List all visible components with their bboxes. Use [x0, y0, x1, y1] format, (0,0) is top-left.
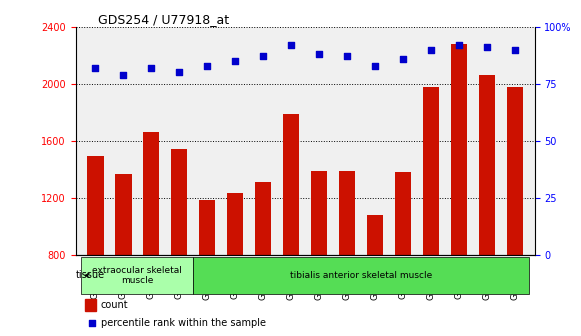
Text: extraocular skeletal
muscle: extraocular skeletal muscle: [92, 266, 182, 285]
Point: [87, 320, 96, 325]
Point: [202, 63, 211, 68]
Point: [259, 54, 268, 59]
Bar: [199, 200, 216, 336]
Text: GDS254 / U77918_at: GDS254 / U77918_at: [99, 13, 229, 26]
Bar: [422, 87, 439, 336]
Bar: [367, 215, 383, 336]
Bar: [87, 157, 103, 336]
FancyBboxPatch shape: [81, 257, 193, 294]
Bar: [282, 114, 299, 336]
Point: [286, 42, 296, 48]
Text: tibialis anterior skeletal muscle: tibialis anterior skeletal muscle: [290, 271, 432, 280]
Point: [454, 42, 464, 48]
Point: [342, 54, 352, 59]
Point: [91, 65, 100, 71]
Point: [370, 63, 379, 68]
Bar: [143, 132, 160, 336]
Bar: [227, 194, 243, 336]
Bar: [114, 174, 131, 336]
Point: [426, 47, 436, 52]
Point: [119, 72, 128, 77]
FancyBboxPatch shape: [193, 257, 529, 294]
Bar: [507, 87, 523, 336]
Bar: [171, 149, 188, 336]
Bar: [479, 75, 496, 336]
Text: percentile rank within the sample: percentile rank within the sample: [101, 318, 266, 328]
Bar: [311, 171, 328, 336]
Point: [231, 58, 240, 64]
Point: [146, 65, 156, 71]
Point: [510, 47, 519, 52]
Text: count: count: [101, 300, 128, 310]
Bar: [254, 182, 271, 336]
Text: tissue: tissue: [76, 270, 105, 281]
Point: [482, 45, 492, 50]
Point: [174, 70, 184, 75]
Point: [399, 56, 408, 61]
Bar: [85, 299, 96, 311]
Bar: [450, 44, 467, 336]
Bar: [394, 172, 411, 336]
Bar: [339, 171, 356, 336]
Point: [314, 51, 324, 57]
